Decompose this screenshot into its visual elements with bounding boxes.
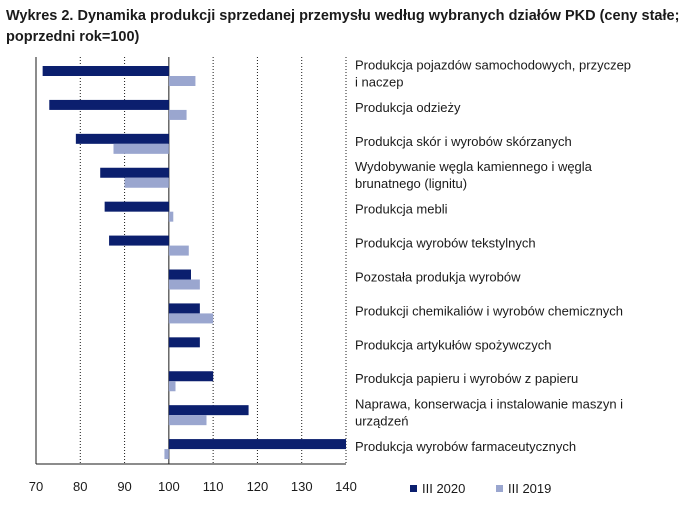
category-label: Produkcja papieru i wyrobów z papieru — [355, 371, 578, 386]
bar-iii-2020 — [109, 235, 169, 246]
x-axis: 70 80 90 100 110 120 130 140 — [29, 463, 357, 494]
category-label: Pozostała produkja wyrobów — [355, 269, 521, 284]
bar-iii-2019 — [168, 245, 189, 256]
x-tick-label: 100 — [158, 479, 180, 494]
bar-iii-2020 — [168, 337, 200, 348]
bar-iii-2020 — [168, 303, 200, 314]
bar-iii-2020 — [75, 133, 169, 144]
category-label: Produkcja odzieży — [355, 100, 461, 115]
bar-iii-2019 — [168, 211, 174, 222]
bar-iii-2019 — [124, 177, 169, 188]
bar-iii-2019 — [168, 279, 200, 290]
bar-iii-2019 — [113, 143, 169, 154]
legend-label: III 2019 — [508, 481, 551, 496]
bar-iii-2020 — [42, 66, 169, 76]
bar-iii-2019 — [168, 381, 176, 392]
legend-label: III 2020 — [422, 481, 465, 496]
legend: III 2020 III 2019 — [410, 481, 551, 496]
x-tick-label: 110 — [203, 479, 224, 494]
bars — [42, 66, 346, 460]
x-tick-label: 80 — [73, 479, 87, 494]
category-label: Produkcja skór i wyrobów skórzanych — [355, 134, 572, 149]
category-label: Produkcja wyrobów farmaceutycznych — [355, 439, 576, 454]
legend-swatch-iii-2019 — [496, 485, 503, 492]
category-label: brunatnego (lignitu) — [355, 176, 467, 191]
category-label: urządzeń — [355, 414, 408, 429]
bar-iii-2019 — [168, 76, 196, 86]
category-label: Produkcja pojazdów samochodowych, przycz… — [355, 57, 631, 72]
bar-iii-2019 — [164, 449, 169, 460]
x-tick-label: 70 — [29, 479, 43, 494]
bar-iii-2020 — [168, 405, 249, 416]
category-label: Produkcji chemikaliów i wyrobów chemiczn… — [355, 303, 623, 318]
category-label: Produkcja artykułów spożywczych — [355, 337, 552, 352]
grid-lines — [35, 57, 347, 464]
bar-iii-2020 — [168, 371, 214, 382]
bar-iii-2019 — [168, 415, 207, 426]
bar-iii-2020 — [168, 439, 346, 450]
x-tick-label: 130 — [291, 479, 313, 494]
x-tick-label: 120 — [247, 479, 269, 494]
legend-swatch-iii-2020 — [410, 485, 417, 492]
category-label: Naprawa, konserwacja i instalowanie masz… — [355, 397, 623, 412]
bar-iii-2020 — [104, 201, 169, 212]
bar-iii-2020 — [168, 269, 191, 280]
bar-iii-2020 — [49, 99, 169, 110]
x-tick-label: 140 — [335, 479, 357, 494]
category-labels: Produkcja pojazdów samochodowych, przycz… — [355, 57, 631, 454]
bar-iii-2019 — [168, 109, 187, 120]
bar-iii-2020 — [100, 167, 169, 178]
chart-title: Wykres 2. Dynamika produkcji sprzedanej … — [6, 8, 680, 45]
category-label: i naczep — [355, 74, 403, 89]
x-tick-label: 90 — [117, 479, 131, 494]
bar-iii-2019 — [168, 313, 214, 324]
category-label: Produkcja mebli — [355, 202, 448, 217]
category-label: Produkcja wyrobów tekstylnych — [355, 236, 536, 251]
category-label: Wydobywanie węgla kamiennego i węgla — [355, 159, 593, 174]
